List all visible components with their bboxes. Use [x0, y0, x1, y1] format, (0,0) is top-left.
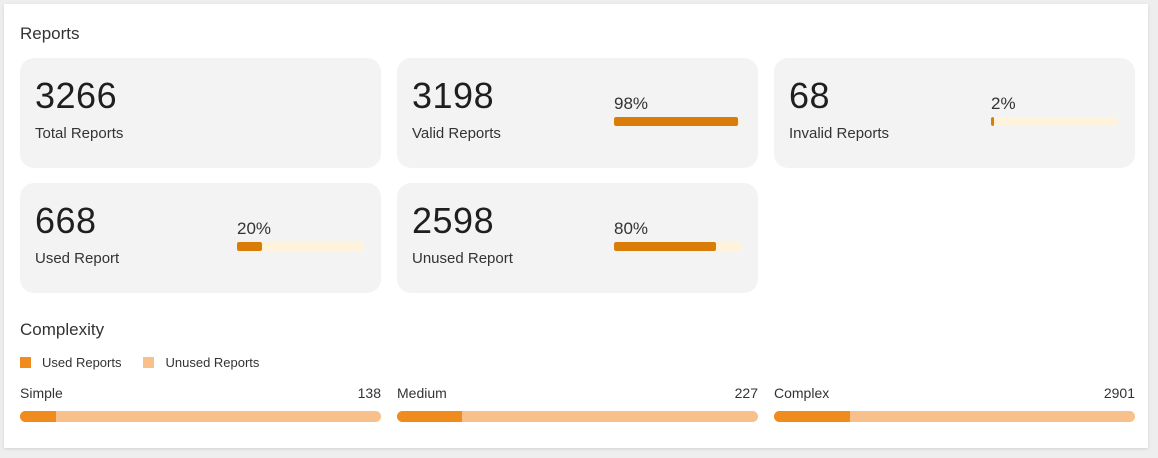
complexity-complex-label: Complex: [774, 385, 830, 401]
total-reports-value: 3266: [35, 75, 118, 116]
reports-section-title: Reports: [20, 24, 80, 43]
used-report-progress-fill: [237, 242, 263, 251]
complexity-medium-label: Medium: [397, 385, 447, 401]
complexity-complex: Complex 2901: [774, 385, 1135, 422]
complexity-complex-bar[interactable]: [774, 411, 1135, 422]
complexity-medium-bar[interactable]: [397, 411, 758, 422]
legend-unused-swatch: [143, 357, 155, 368]
complexity-complex-used-segment: [774, 411, 850, 422]
unused-report-percent: 80%: [614, 219, 649, 238]
complexity-simple-label: Simple: [20, 385, 63, 401]
invalid-reports-value: 68: [789, 75, 831, 116]
valid-reports-progress: [614, 117, 741, 126]
valid-reports-value: 3198: [412, 75, 495, 116]
legend-used-label: Used Reports: [42, 355, 122, 370]
valid-reports-label: Valid Reports: [412, 125, 501, 142]
complexity-simple-bar[interactable]: [20, 411, 381, 422]
used-report-value: 668: [35, 200, 97, 241]
invalid-reports-card[interactable]: 68 Invalid Reports 2%: [774, 58, 1135, 168]
complexity-simple: Simple 138: [20, 385, 381, 422]
used-report-label: Used Report: [35, 250, 120, 267]
total-reports-label: Total Reports: [35, 125, 124, 142]
unused-report-card[interactable]: 2598 Unused Report 80%: [397, 183, 758, 293]
valid-reports-card[interactable]: 3198 Valid Reports 98%: [397, 58, 758, 168]
legend-unused[interactable]: Unused Reports: [143, 355, 259, 370]
invalid-reports-progress: [991, 117, 1118, 126]
unused-report-label: Unused Report: [412, 250, 513, 267]
invalid-reports-percent: 2%: [991, 94, 1016, 113]
complexity-legend: Used Reports Unused Reports: [20, 355, 281, 370]
complexity-simple-count: 138: [357, 385, 381, 401]
legend-used-swatch: [20, 357, 31, 368]
valid-reports-progress-fill: [614, 117, 739, 126]
unused-report-value: 2598: [412, 200, 495, 241]
complexity-medium-count: 227: [734, 385, 758, 401]
legend-used[interactable]: Used Reports: [20, 355, 121, 370]
invalid-reports-progress-fill: [991, 117, 994, 126]
invalid-reports-label: Invalid Reports: [789, 125, 890, 142]
total-reports-card[interactable]: 3266 Total Reports: [20, 58, 381, 168]
unused-report-progress-fill: [614, 242, 716, 251]
unused-report-progress: [614, 242, 741, 251]
valid-reports-percent: 98%: [614, 94, 649, 113]
legend-unused-label: Unused Reports: [165, 355, 260, 370]
used-report-progress: [237, 242, 364, 251]
complexity-medium: Medium 227: [397, 385, 758, 422]
complexity-section-title: Complexity: [20, 320, 105, 339]
used-report-percent: 20%: [237, 219, 272, 238]
reports-panel: Reports 3266 Total Reports 3198 Valid Re…: [4, 4, 1148, 448]
complexity-complex-count: 2901: [1103, 385, 1135, 401]
used-report-card[interactable]: 668 Used Report 20%: [20, 183, 381, 293]
complexity-simple-used-segment: [20, 411, 57, 422]
complexity-medium-used-segment: [397, 411, 462, 422]
